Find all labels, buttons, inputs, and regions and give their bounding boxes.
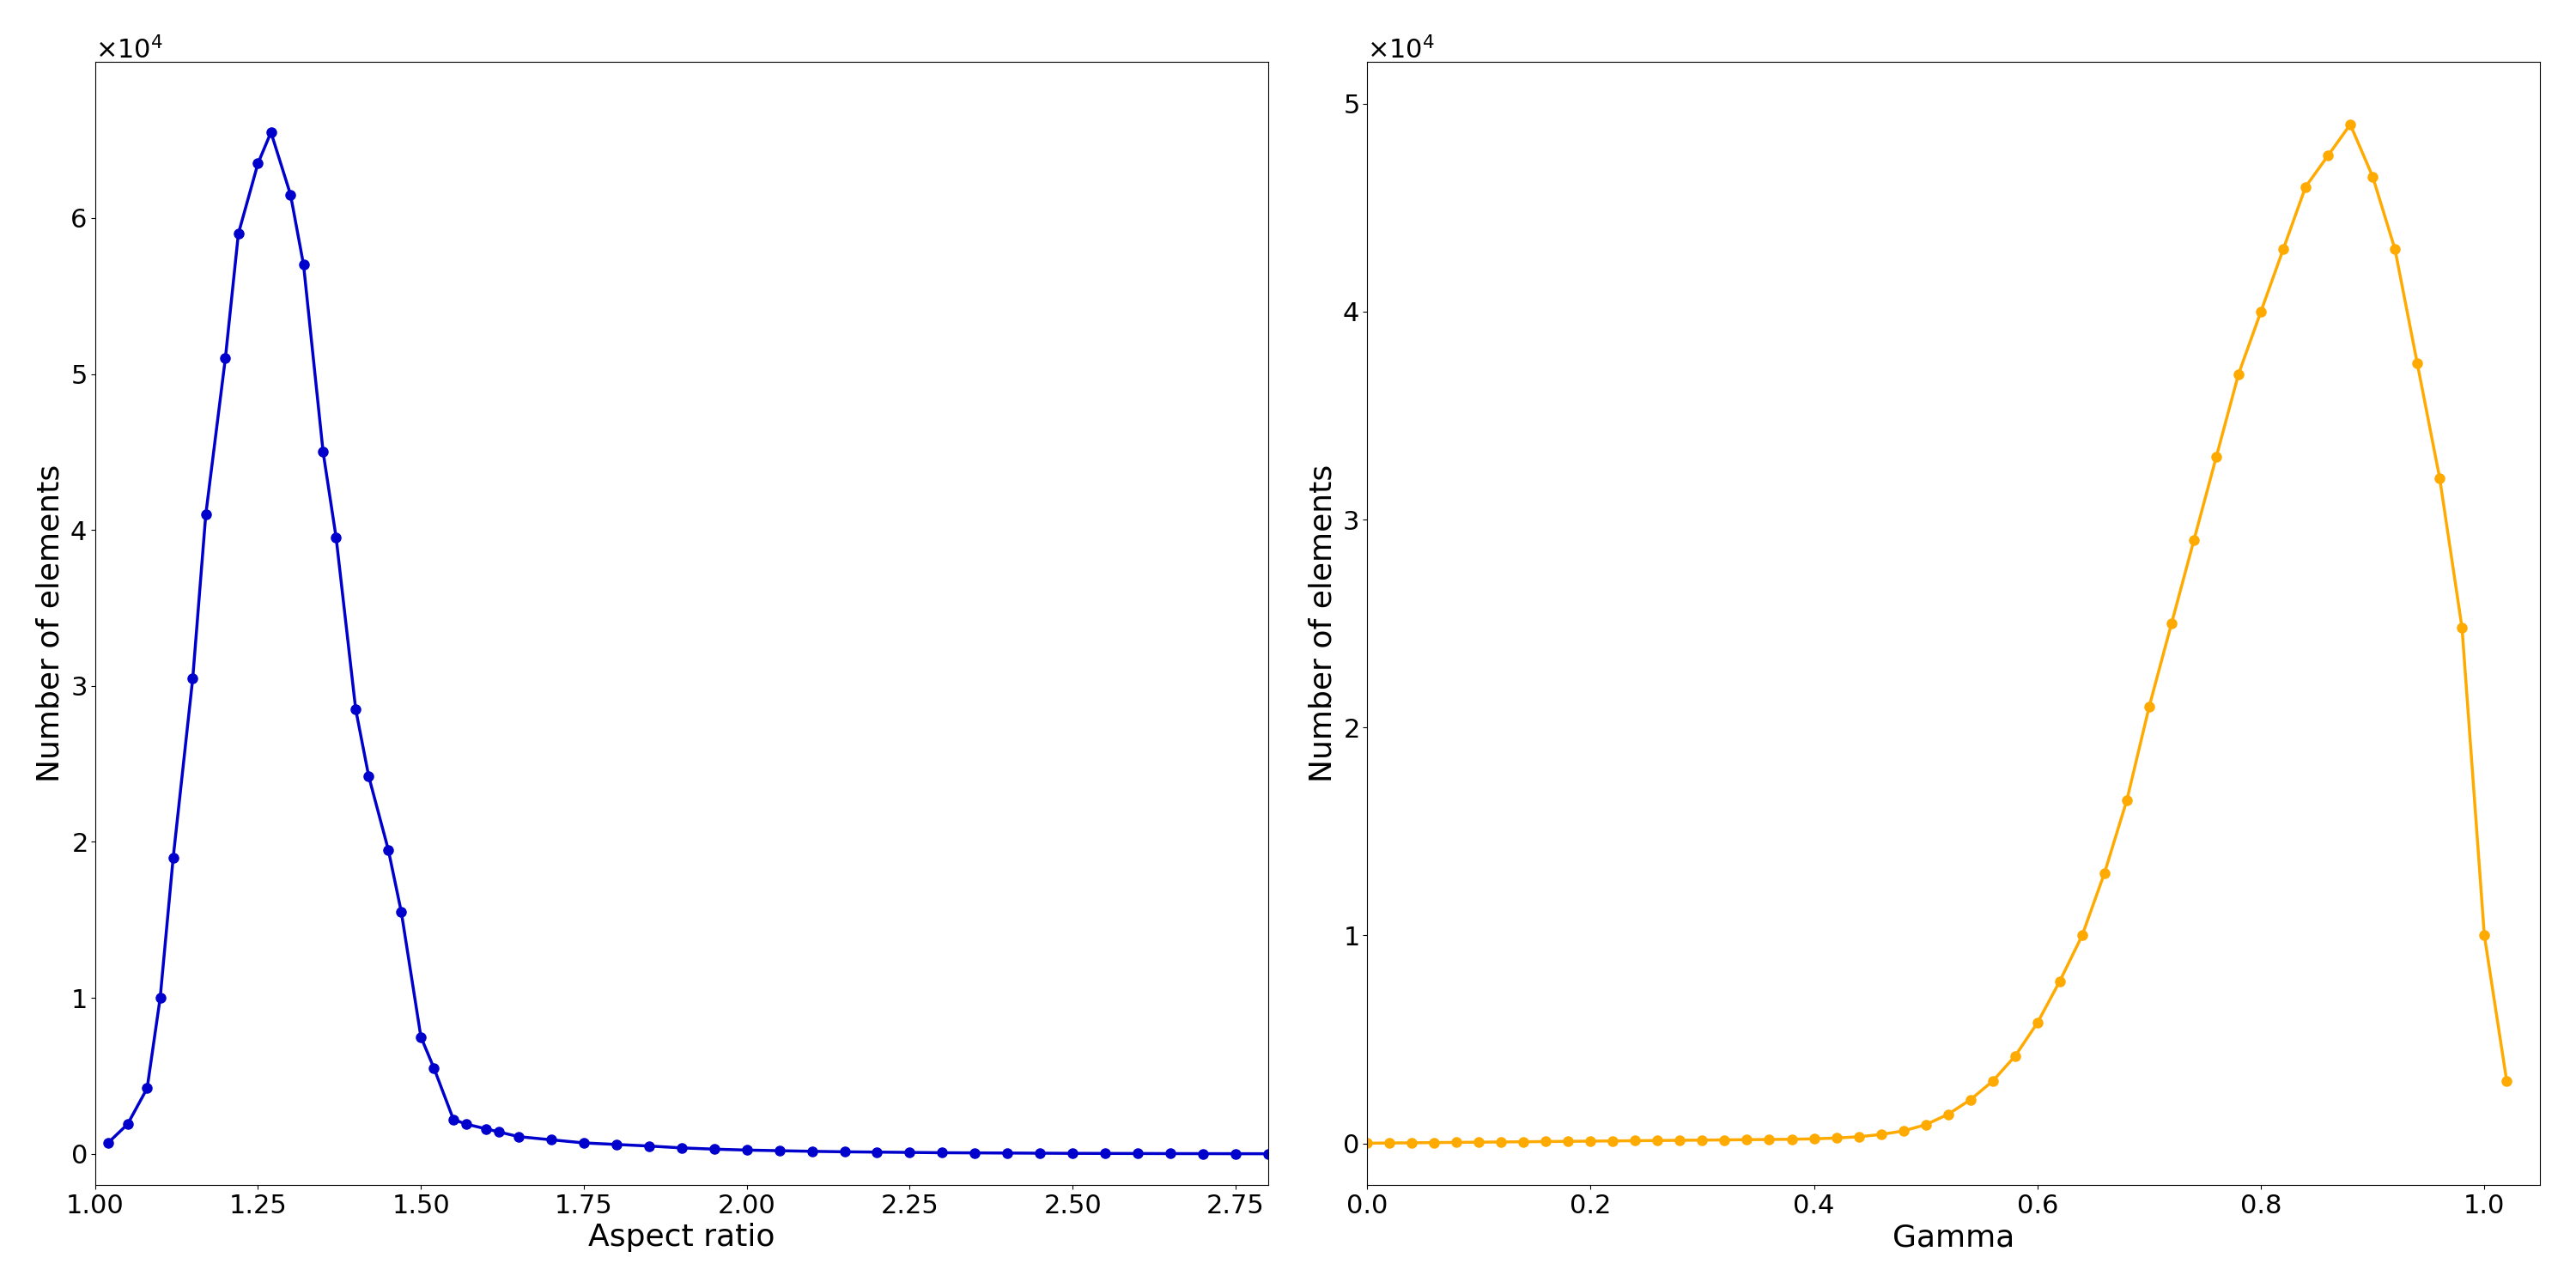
Y-axis label: Number of elements: Number of elements	[1309, 465, 1337, 783]
X-axis label: Gamma: Gamma	[1893, 1224, 2014, 1252]
X-axis label: Aspect ratio: Aspect ratio	[587, 1224, 775, 1252]
Y-axis label: Number of elements: Number of elements	[36, 465, 64, 783]
